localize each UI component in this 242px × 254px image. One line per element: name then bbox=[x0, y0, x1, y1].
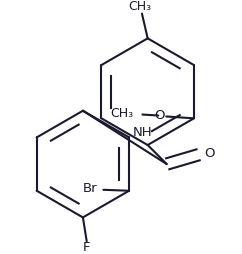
Text: NH: NH bbox=[132, 126, 152, 139]
Text: CH₃: CH₃ bbox=[129, 0, 151, 13]
Text: O: O bbox=[154, 109, 165, 122]
Text: Br: Br bbox=[83, 182, 98, 195]
Text: O: O bbox=[204, 147, 214, 160]
Text: CH₃: CH₃ bbox=[111, 107, 134, 120]
Text: F: F bbox=[83, 241, 91, 254]
